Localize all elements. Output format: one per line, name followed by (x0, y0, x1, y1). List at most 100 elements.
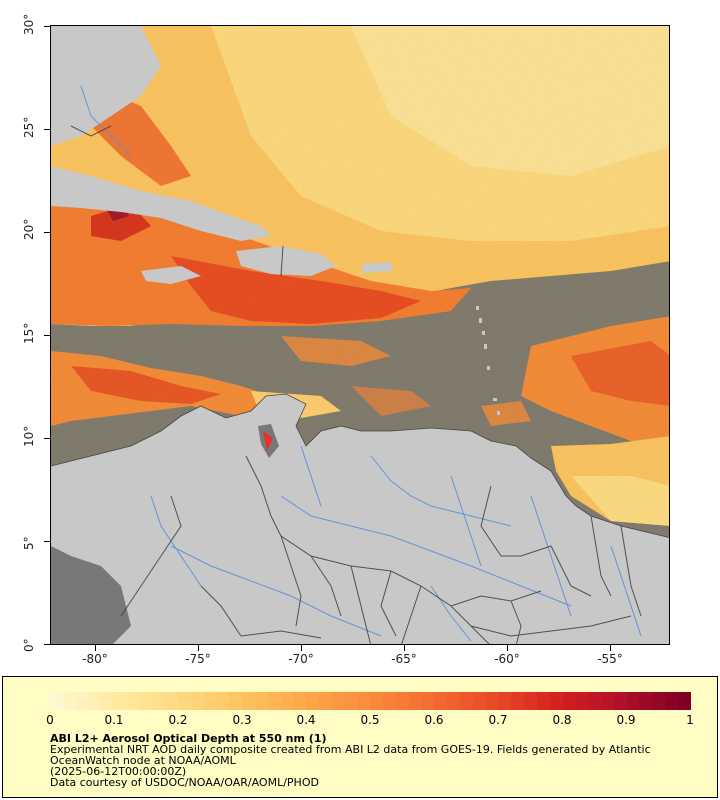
colorbar-label: 0.9 (616, 713, 636, 727)
colorbar-swatch (395, 692, 409, 710)
colorbar-swatch (114, 692, 127, 710)
colorbar-swatch (434, 692, 448, 710)
colorbar-swatch (652, 692, 665, 710)
colorbar-swatch (280, 692, 294, 710)
colorbar-label: 0.5 (360, 713, 380, 727)
colorbar-swatch (126, 692, 140, 710)
lat-tick (44, 26, 50, 27)
lat-tick-label: 0° (22, 638, 36, 652)
legend-credit: Data courtesy of USDOC/NOAA/OAR/AOML/PHO… (50, 776, 319, 789)
colorbar-swatch (575, 692, 589, 710)
colorbar-swatch (677, 692, 691, 710)
colorbar-swatch (472, 692, 486, 710)
lon-tick (301, 645, 302, 651)
colorbar-swatch (524, 692, 537, 710)
land-cuba (51, 166, 271, 241)
lat-tick-label: 5° (22, 536, 36, 550)
colorbar-label: 0.7 (488, 713, 508, 727)
lon-tick (95, 645, 96, 651)
colorbar-swatch (549, 692, 563, 710)
lat-tick-label: 25° (22, 116, 36, 138)
colorbar-swatch (357, 692, 371, 710)
colorbar-swatch (613, 692, 627, 710)
colorbar-swatch (152, 692, 166, 710)
colorbar-swatch (50, 692, 63, 710)
colorbar-swatch (190, 692, 204, 710)
lat-tick (44, 541, 50, 542)
colorbar (50, 692, 691, 710)
colorbar-swatch (626, 692, 640, 710)
colorbar-swatch (536, 692, 550, 710)
legend-date: (2025-06-12T00:00:00Z) (50, 765, 187, 778)
colorbar-label: 1 (686, 713, 694, 727)
colorbar-swatch (600, 692, 614, 710)
lon-tick-label: -80° (82, 652, 108, 666)
colorbar-label: 0.1 (104, 713, 124, 727)
colorbar-swatch (485, 692, 499, 710)
colorbar-swatch (293, 692, 307, 710)
colorbar-swatch (139, 692, 153, 710)
colorbar-swatch (344, 692, 358, 710)
lat-tick-label: 15° (22, 322, 36, 344)
land-north (51, 26, 161, 146)
land-hispaniola (236, 246, 336, 276)
lat-tick (44, 129, 50, 130)
lon-tick-label: -60° (494, 652, 520, 666)
aod-map (51, 26, 669, 644)
colorbar-label: 0.2 (168, 713, 188, 727)
lon-tick-label: -65° (391, 652, 417, 666)
lon-tick-label: -55° (597, 652, 623, 666)
lon-tick (610, 645, 611, 651)
lat-tick (44, 335, 50, 336)
colorbar-label: 0 (46, 713, 54, 727)
legend-description: Experimental NRT AOD daily composite cre… (50, 743, 651, 756)
lat-tick (44, 232, 50, 233)
legend-panel: 0 0.1 0.2 0.3 0.4 0.5 0.6 0.7 0.8 0.9 1 … (2, 676, 718, 798)
colorbar-swatch (255, 692, 268, 710)
colorbar-swatch (165, 692, 179, 710)
colorbar-swatch (242, 692, 255, 710)
colorbar-swatch (229, 692, 243, 710)
colorbar-swatch (267, 692, 281, 710)
lon-tick (198, 645, 199, 651)
lon-tick-label: -75° (185, 652, 211, 666)
country-borders (70, 125, 642, 644)
colorbar-swatch (498, 692, 512, 710)
colorbar-swatch (62, 692, 76, 710)
colorbar-swatch (665, 692, 678, 710)
lat-tick-label: 10° (22, 425, 36, 447)
colorbar-swatch (383, 692, 396, 710)
map-panel[interactable] (50, 25, 670, 645)
colorbar-label: 0.3 (232, 713, 252, 727)
colorbar-swatch (447, 692, 460, 710)
colorbar-swatch (511, 692, 525, 710)
colorbar-swatch (178, 692, 191, 710)
colorbar-swatch (216, 692, 230, 710)
lesser-antilles (476, 306, 500, 415)
colorbar-label: 0.4 (296, 713, 316, 727)
colorbar-swatch (588, 692, 601, 710)
colorbar-swatch (331, 692, 345, 710)
legend-description-cont: OceanWatch node at NOAA/AOML (50, 754, 236, 767)
colorbar-swatch (101, 692, 115, 710)
colorbar-label: 0.8 (552, 713, 572, 727)
lon-tick-label: -70° (288, 652, 314, 666)
lat-tick (44, 438, 50, 439)
lat-tick (44, 644, 50, 645)
colorbar-swatch (75, 692, 89, 710)
colorbar-swatch (639, 692, 653, 710)
colorbar-swatch (319, 692, 332, 710)
lat-tick-label: 30° (22, 13, 36, 35)
colorbar-swatch (562, 692, 576, 710)
lat-tick-label: 20° (22, 218, 36, 240)
colorbar-swatch (306, 692, 320, 710)
lon-tick (507, 645, 508, 651)
colorbar-swatch (408, 692, 422, 710)
colorbar-label: 0.6 (424, 713, 444, 727)
colorbar-swatch (460, 692, 473, 710)
colorbar-swatch (370, 692, 384, 710)
colorbar-swatch (421, 692, 435, 710)
colorbar-swatch (88, 692, 102, 710)
land-south-america (51, 394, 669, 644)
lon-tick (404, 645, 405, 651)
